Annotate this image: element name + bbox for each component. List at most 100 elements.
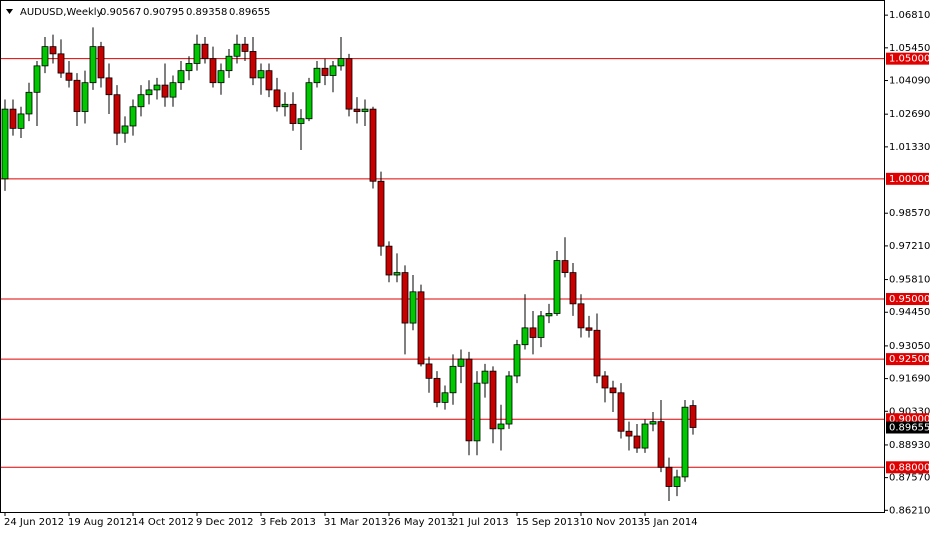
candle-body xyxy=(121,125,129,134)
candle-body xyxy=(49,46,57,55)
candle-body xyxy=(609,387,617,394)
x-tick-label: 24 Jun 2012 xyxy=(4,517,64,528)
candle-body xyxy=(689,405,697,428)
x-tick-label: 3 Feb 2013 xyxy=(260,517,316,528)
y-tick-label: 1.04090 xyxy=(889,76,930,87)
candle-body xyxy=(505,375,513,425)
candle-body xyxy=(161,84,169,98)
candle-body xyxy=(633,435,641,449)
price-label: 0.89655 xyxy=(889,423,930,434)
y-tick-label: 0.87570 xyxy=(889,473,930,484)
candle-body xyxy=(313,67,321,84)
price-label-box xyxy=(886,421,929,434)
candle-body xyxy=(473,382,481,442)
y-tick-label: 0.88930 xyxy=(889,440,930,451)
candle-body xyxy=(585,327,593,331)
level-label-box xyxy=(886,353,929,366)
candle-body xyxy=(657,421,665,468)
candle-body xyxy=(433,377,441,403)
candle-body xyxy=(233,43,241,57)
candle-body xyxy=(241,43,249,52)
candle-body xyxy=(41,46,49,67)
candle-body xyxy=(665,466,673,487)
level-label: 1.05000 xyxy=(889,54,930,65)
x-tick-label: 15 Sep 2013 xyxy=(516,517,579,528)
candle-body xyxy=(1,108,9,180)
x-tick-label: 10 Nov 2013 xyxy=(580,517,644,528)
candle-body xyxy=(457,358,465,367)
candle-body xyxy=(441,392,449,403)
candle-body xyxy=(105,77,113,96)
y-tick-label: 0.97210 xyxy=(889,241,930,252)
level-label: 1.00000 xyxy=(889,174,930,185)
candle-body xyxy=(481,370,489,384)
candle-body xyxy=(537,315,545,338)
y-tick-label: 0.93050 xyxy=(889,341,930,352)
candle-body xyxy=(153,84,161,91)
candle-body xyxy=(681,406,689,478)
header-open: 0.90567 xyxy=(100,7,141,18)
level-label: 0.88000 xyxy=(889,462,930,473)
candle-body xyxy=(17,113,25,129)
x-tick-label: 14 Oct 2012 xyxy=(132,517,194,528)
candle-body xyxy=(73,79,81,112)
level-label-box xyxy=(886,293,929,306)
candle-body xyxy=(601,375,609,389)
x-tick-label: 19 Aug 2012 xyxy=(68,517,132,528)
candle-body xyxy=(33,65,41,93)
header-low: 0.89358 xyxy=(186,7,227,18)
level-label: 0.95000 xyxy=(889,294,930,305)
y-tick-label: 0.94450 xyxy=(889,307,930,318)
candle-body xyxy=(545,313,553,317)
y-tick-label: 0.90330 xyxy=(889,406,930,417)
candle-body xyxy=(385,245,393,276)
y-tick-label: 0.91690 xyxy=(889,374,930,385)
y-tick-label: 1.02690 xyxy=(889,109,930,120)
candle-body xyxy=(561,260,569,273)
candle-body xyxy=(129,106,137,127)
candle-body xyxy=(553,260,561,314)
candle-body xyxy=(361,108,369,112)
candle-body xyxy=(417,291,425,365)
candle-body xyxy=(289,103,297,124)
menu-arrow xyxy=(6,9,13,14)
y-tick-label: 0.95810 xyxy=(889,275,930,286)
x-tick-label: 31 Mar 2013 xyxy=(324,517,387,528)
candle-body xyxy=(257,70,265,79)
candle-body xyxy=(577,303,585,329)
candle-body xyxy=(409,291,417,324)
candle-body xyxy=(249,51,257,79)
candle-body xyxy=(321,67,329,76)
candle-body xyxy=(305,82,313,120)
candle-body xyxy=(89,46,97,84)
candle-body xyxy=(209,58,217,84)
candle-body xyxy=(169,82,177,98)
candle-body xyxy=(97,46,105,79)
candle-body xyxy=(201,43,209,60)
candle-body xyxy=(281,103,289,108)
candle-body xyxy=(217,70,225,84)
level-label-box xyxy=(886,52,929,65)
candle-body xyxy=(25,91,33,115)
candle-body xyxy=(513,344,521,377)
level-label: 0.90000 xyxy=(889,414,930,425)
candle-body xyxy=(521,327,529,346)
candle-body xyxy=(489,370,497,430)
candle-body xyxy=(81,82,89,112)
candle-body xyxy=(529,327,537,338)
candle-body xyxy=(265,70,273,91)
candle-body xyxy=(465,358,473,442)
y-tick-label: 1.01330 xyxy=(889,142,930,153)
candle-body xyxy=(625,430,633,437)
candle-body xyxy=(329,65,337,76)
x-tick-label: 26 May 2013 xyxy=(388,517,453,528)
candle-body xyxy=(345,58,353,110)
candle-body xyxy=(177,70,185,84)
header-high: 0.90795 xyxy=(143,7,184,18)
x-tick-label: 21 Jul 2013 xyxy=(452,517,509,528)
candle-body xyxy=(273,89,281,108)
candle-body xyxy=(113,94,121,134)
candle-body xyxy=(393,272,401,276)
candle-body xyxy=(193,43,201,64)
